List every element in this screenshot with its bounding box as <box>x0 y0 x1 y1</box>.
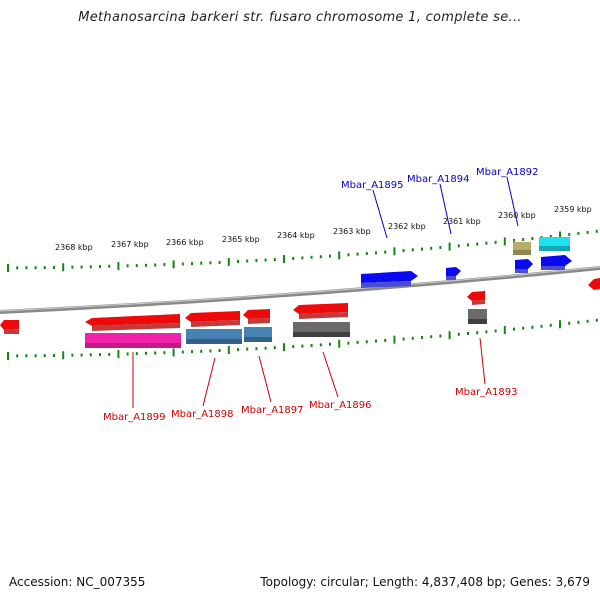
gene-feature[interactable] <box>185 311 240 322</box>
reverse-features <box>0 278 600 348</box>
forward-features <box>361 237 572 288</box>
scale-label: 2362 kbp <box>388 222 426 231</box>
label-leaders <box>132 176 519 408</box>
forward-tick-track <box>7 229 598 272</box>
gene-feature[interactable] <box>0 320 19 330</box>
gene-feature[interactable] <box>588 278 600 290</box>
scale-label: 2365 kbp <box>222 235 260 244</box>
gene-label[interactable]: Mbar_A1899 <box>103 412 166 423</box>
genome-summary-text: Topology: circular; Length: 4,837,408 bp… <box>260 575 590 589</box>
scale-label: 2368 kbp <box>55 243 93 252</box>
reverse-tick-track <box>7 318 598 360</box>
scale-label: 2360 kbp <box>498 211 536 220</box>
scale-label: 2363 kbp <box>333 227 371 236</box>
gene-feature[interactable] <box>468 309 487 319</box>
gene-feature[interactable] <box>244 327 272 337</box>
gene-feature[interactable] <box>446 267 461 276</box>
scale-label: 2367 kbp <box>111 240 149 249</box>
gene-feature[interactable] <box>361 271 418 283</box>
gene-label[interactable]: Mbar_A1897 <box>241 405 304 416</box>
gene-label[interactable]: Mbar_A1896 <box>309 400 372 411</box>
scale-label: 2359 kbp <box>554 205 592 214</box>
gene-feature[interactable] <box>541 255 572 266</box>
gene-feature[interactable] <box>85 314 180 326</box>
gene-feature[interactable] <box>85 333 181 343</box>
scale-labels: 2368 kbp 2367 kbp 2366 kbp 2365 kbp 2364… <box>55 205 592 252</box>
chromosome-backbone <box>0 266 600 314</box>
scale-label: 2364 kbp <box>277 231 315 240</box>
scale-label: 2366 kbp <box>166 238 204 247</box>
gene-feature[interactable] <box>467 291 485 301</box>
gene-feature[interactable] <box>513 242 531 250</box>
gene-labels: Mbar_A1895 Mbar_A1894 Mbar_A1892 Mbar_A1… <box>103 167 539 423</box>
gene-label[interactable]: Mbar_A1893 <box>455 387 518 398</box>
gene-label[interactable]: Mbar_A1898 <box>171 409 234 420</box>
gene-feature[interactable] <box>293 322 350 332</box>
gene-feature[interactable] <box>293 303 348 314</box>
gene-feature[interactable] <box>539 237 570 246</box>
accession-text: Accession: NC_007355 <box>9 575 146 589</box>
gene-label[interactable]: Mbar_A1894 <box>407 174 470 185</box>
gene-feature[interactable] <box>186 329 242 339</box>
map-title: Methanosarcina barkeri str. fusaro chrom… <box>78 10 522 25</box>
gene-label[interactable]: Mbar_A1895 <box>341 180 404 191</box>
gene-feature[interactable] <box>515 259 533 269</box>
gene-label[interactable]: Mbar_A1892 <box>476 167 539 178</box>
scale-label: 2361 kbp <box>443 217 481 226</box>
gene-feature[interactable] <box>243 309 270 319</box>
